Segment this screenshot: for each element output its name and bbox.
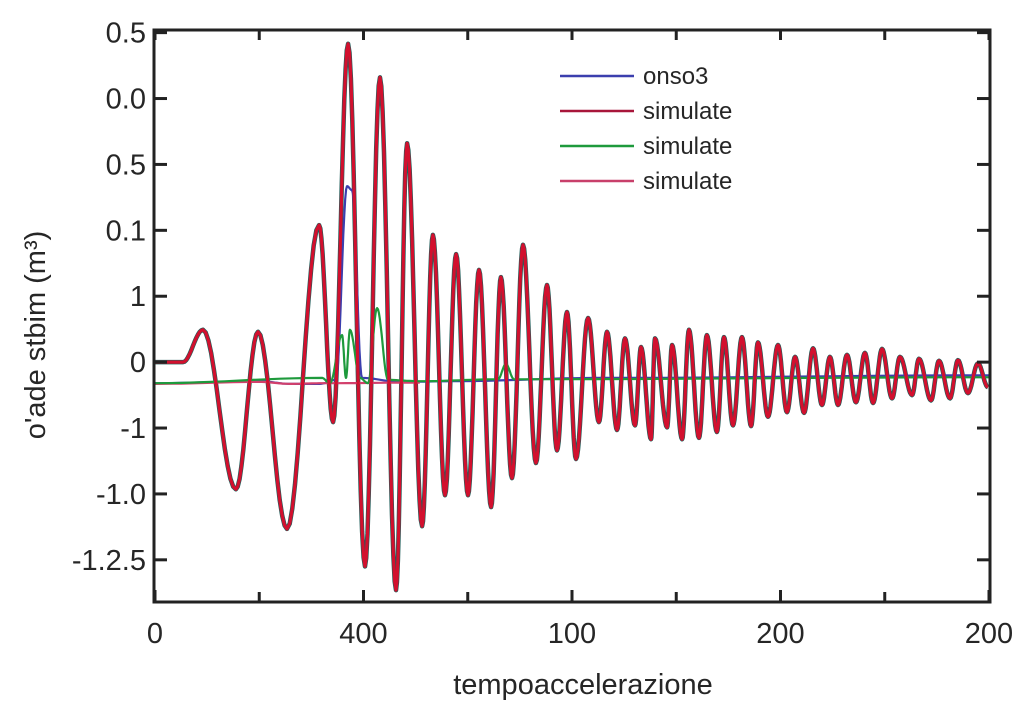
legend-label: onsо3 <box>643 63 708 90</box>
tick-labels: 0 400 100 200 200 0.5 0.0 0.5 0.1 1 0 -1 -1.0 -1.2.5 <box>72 18 1013 650</box>
legend-label: simulate <box>643 133 732 160</box>
y-tick-label: -1 <box>120 413 146 445</box>
y-tick-label: -1.0 <box>96 479 146 511</box>
plot-lines <box>154 41 990 593</box>
y-tick-label: 0.0 <box>106 84 146 116</box>
series-line-1 <box>155 42 989 592</box>
y-tick-label: 0.1 <box>106 215 146 247</box>
series-line-2 <box>154 307 989 385</box>
ticks <box>153 30 991 602</box>
legend: onsо3 simulate simulate simulate <box>560 63 732 195</box>
y-tick-label: -1.2.5 <box>72 545 146 577</box>
legend-label: simulate <box>643 98 732 125</box>
y-tick-label: 0 <box>130 347 146 379</box>
x-tick-label: 0 <box>147 618 163 650</box>
x-tick-label: 200 <box>756 618 804 650</box>
y-tick-label: 0.5 <box>106 149 146 181</box>
x-tick-label: 400 <box>339 618 387 650</box>
y-tick-label: 1 <box>130 281 146 313</box>
y-axis-label: o'ade stbim (m³) <box>20 231 52 440</box>
y-tick-label: 0.5 <box>106 18 146 50</box>
x-axis-label: tempoaccelerazione <box>453 669 713 701</box>
legend-label: simulate <box>643 168 732 195</box>
x-tick-label: 200 <box>965 618 1013 650</box>
x-tick-label: 100 <box>548 618 596 650</box>
plot-frame <box>152 28 992 604</box>
